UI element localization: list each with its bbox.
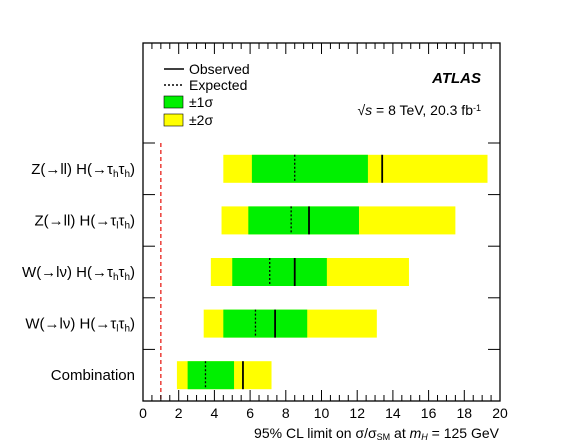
x-tick-labels: 0 2 4 6 8 10 12 14 16 18 20 bbox=[139, 405, 508, 421]
legend-one-sigma-label: ±1σ bbox=[189, 94, 213, 110]
energy-luminosity-label: √s = 8 TeV, 20.3 fb-1 bbox=[357, 102, 481, 118]
legend-observed-label: Observed bbox=[189, 61, 250, 77]
one-sigma-band bbox=[187, 361, 235, 390]
x-tick-label: 2 bbox=[175, 405, 183, 421]
legend-two-sigma-swatch bbox=[163, 113, 184, 127]
category-label: Z(→ll) H(→τhτh) bbox=[31, 161, 135, 180]
experiment-label: ATLAS bbox=[431, 70, 481, 87]
x-tick-label: 0 bbox=[139, 405, 147, 421]
legend: Observed Expected ±1σ ±2σ bbox=[163, 61, 250, 128]
category-label: W(→lν) H(→τhτh) bbox=[22, 264, 135, 283]
one-sigma-band bbox=[251, 154, 368, 183]
x-tick-label: 18 bbox=[457, 405, 473, 421]
x-axis-label: 95% CL limit on σ/σSM at mH = 125 GeV bbox=[254, 425, 500, 442]
category-labels: Z(→ll) H(→τhτh) Z(→ll) H(→τlτh) W(→lν) H(→… bbox=[22, 161, 135, 384]
limit-markers bbox=[204, 154, 384, 390]
one-sigma-band bbox=[232, 258, 327, 286]
x-tick-label: 4 bbox=[211, 405, 219, 421]
category-label: Z(→ll) H(→τlτh) bbox=[35, 212, 135, 231]
legend-two-sigma-label: ±2σ bbox=[189, 112, 213, 128]
x-tick-label: 12 bbox=[349, 405, 365, 421]
x-tick-label: 16 bbox=[421, 405, 437, 421]
legend-one-sigma-swatch bbox=[163, 95, 184, 109]
category-label: Combination bbox=[51, 367, 135, 384]
x-tick-label: 6 bbox=[246, 405, 254, 421]
x-tick-label: 20 bbox=[492, 405, 508, 421]
limit-bands bbox=[176, 154, 488, 390]
axis-ticks bbox=[142, 43, 501, 402]
category-label: W(→lν) H(→τlτh) bbox=[25, 316, 135, 335]
legend-expected-label: Expected bbox=[189, 77, 247, 93]
one-sigma-band bbox=[248, 206, 359, 235]
x-tick-label: 8 bbox=[282, 405, 290, 421]
x-tick-label: 14 bbox=[385, 405, 401, 421]
x-tick-label: 10 bbox=[314, 405, 330, 421]
one-sigma-band bbox=[223, 309, 308, 338]
